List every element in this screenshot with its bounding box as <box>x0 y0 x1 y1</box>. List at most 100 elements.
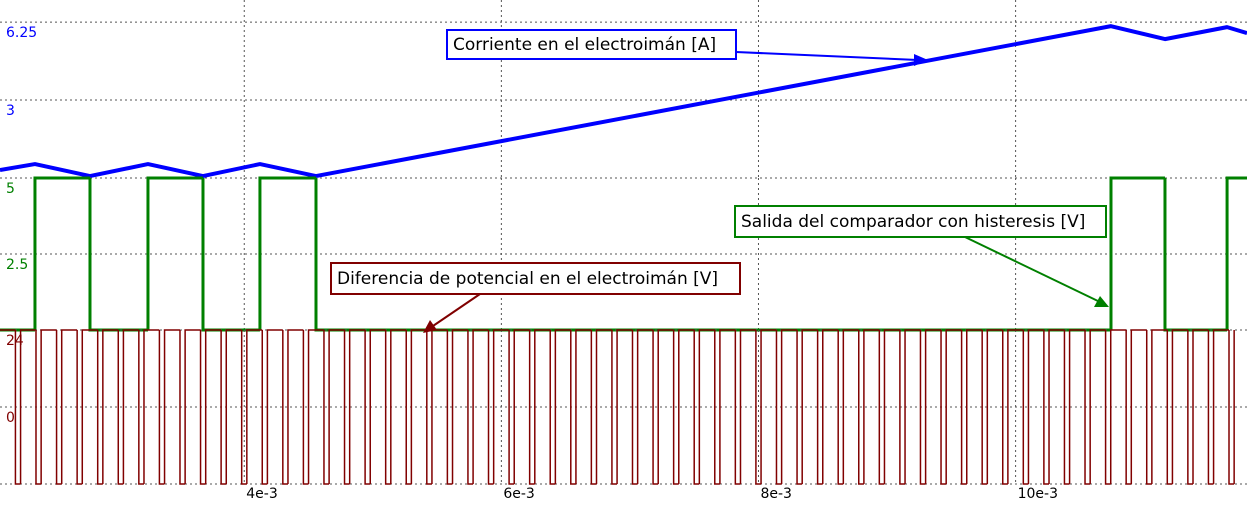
y-tick-label: 6.25 <box>6 25 37 41</box>
step-segment <box>1225 176 1247 330</box>
step-segment <box>1022 330 1029 485</box>
step-segment <box>775 330 782 485</box>
step-segment <box>76 330 83 485</box>
step-segment <box>138 330 144 485</box>
step-segment <box>1027 329 1044 484</box>
step-segment <box>1166 330 1173 485</box>
step-segment <box>258 176 316 330</box>
step-segment <box>1109 176 1165 330</box>
step-segment <box>760 329 777 484</box>
step-segment <box>1192 329 1209 484</box>
step-segment <box>528 330 535 485</box>
step-segment <box>1187 330 1194 485</box>
step-segment <box>534 329 551 484</box>
step-segment <box>919 330 926 485</box>
y-tick-label: 3 <box>6 103 15 119</box>
step-segment <box>14 330 21 485</box>
step-segment <box>35 330 42 485</box>
step-segment <box>575 329 592 484</box>
step-segment <box>55 330 62 485</box>
step-segment <box>945 329 962 484</box>
step-segment <box>384 330 391 485</box>
step-segment <box>719 329 736 484</box>
step-segment <box>323 330 330 485</box>
step-segment <box>965 329 983 484</box>
step-segment <box>672 330 679 485</box>
step-segment <box>122 329 139 484</box>
arrow <box>429 293 481 329</box>
annotation-text: Diferencia de potencial en el electroimá… <box>337 269 718 289</box>
step-segment <box>554 329 571 484</box>
step-segment <box>302 330 309 485</box>
annotation-text: Salida del comparador con histeresis [V] <box>741 212 1085 232</box>
x-tick-label: 6e-3 <box>503 486 534 502</box>
step-segment <box>858 330 864 485</box>
step-segment <box>487 330 494 485</box>
step-segment <box>780 329 798 484</box>
step-segment <box>899 330 906 485</box>
step-segment <box>1048 329 1065 484</box>
step-segment <box>343 330 350 485</box>
step-segment <box>146 176 203 330</box>
step-segment <box>96 330 103 485</box>
annotation: Corriente en el electroimán [A] <box>446 29 928 66</box>
y-tick-label: 2.5 <box>6 257 28 273</box>
step-segment <box>204 329 222 484</box>
step-segment <box>102 329 119 484</box>
step-segment <box>549 330 556 485</box>
step-segment <box>904 329 921 484</box>
step-segment <box>837 330 844 485</box>
step-segment <box>261 330 268 485</box>
step-segment <box>225 329 242 484</box>
step-segment <box>117 330 124 485</box>
step-segment <box>410 329 427 484</box>
step-segment <box>33 176 90 330</box>
step-segment <box>1063 330 1070 485</box>
step-segment <box>405 330 412 485</box>
step-segment <box>1130 329 1147 484</box>
step-segment <box>492 329 510 484</box>
step-segment <box>652 330 659 485</box>
step-segment <box>451 329 468 484</box>
step-segment <box>822 329 839 484</box>
arrow-head <box>423 320 437 333</box>
step-segment <box>1084 330 1091 485</box>
step-segment <box>878 330 885 485</box>
step-segment <box>369 329 386 484</box>
step-segment <box>1228 330 1235 485</box>
x-tick-label: 10e-3 <box>1018 486 1058 502</box>
step-segment <box>796 330 803 485</box>
step-segment <box>158 330 165 485</box>
step-segment <box>1151 329 1168 484</box>
step-segment <box>1089 329 1106 484</box>
step-segment <box>1007 329 1024 484</box>
step-segment <box>960 330 967 485</box>
step-segment <box>883 329 900 484</box>
x-tick-label: 8e-3 <box>760 486 791 502</box>
step-segment <box>693 330 700 485</box>
annotation: Diferencia de potencial en el electroimá… <box>330 262 741 333</box>
step-segment <box>426 330 432 485</box>
step-segment <box>636 329 654 484</box>
step-segment <box>266 329 283 484</box>
step-segment <box>1171 329 1188 484</box>
step-segment <box>19 329 36 484</box>
y-tick-label: 0 <box>6 410 15 426</box>
step-segment <box>611 330 618 485</box>
step-segment <box>1068 329 1086 484</box>
step-segment <box>184 329 201 484</box>
step-segment <box>616 329 633 484</box>
annotation-text: Corriente en el electroimán [A] <box>453 35 716 55</box>
y-tick-label: 5 <box>6 181 15 197</box>
step-segment <box>348 329 366 484</box>
step-segment <box>1212 329 1229 484</box>
annotation-box <box>734 205 1107 238</box>
step-segment <box>986 329 1003 484</box>
step-segment <box>220 330 227 485</box>
step-segment <box>714 330 720 485</box>
step-segment <box>981 330 988 485</box>
step-segment <box>364 330 371 485</box>
step-segment <box>246 329 263 484</box>
step-segment <box>816 330 823 485</box>
step-segment <box>1109 329 1127 484</box>
